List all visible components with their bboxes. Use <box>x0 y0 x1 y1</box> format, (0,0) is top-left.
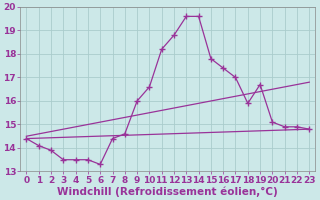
X-axis label: Windchill (Refroidissement éolien,°C): Windchill (Refroidissement éolien,°C) <box>58 186 278 197</box>
